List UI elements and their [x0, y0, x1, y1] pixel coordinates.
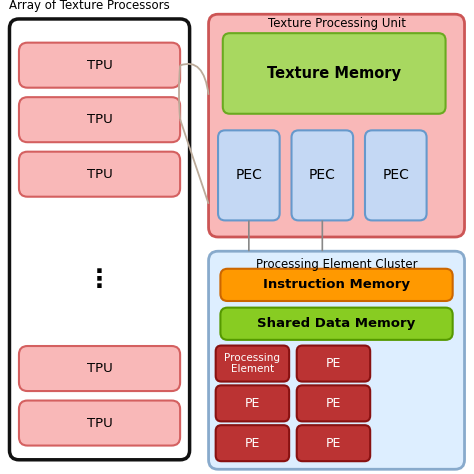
- FancyBboxPatch shape: [223, 33, 446, 114]
- FancyBboxPatch shape: [218, 130, 280, 220]
- Text: PEC: PEC: [236, 168, 262, 182]
- Text: PE: PE: [326, 437, 341, 450]
- Text: PEC: PEC: [383, 168, 409, 182]
- FancyBboxPatch shape: [365, 130, 427, 220]
- FancyBboxPatch shape: [297, 425, 370, 461]
- Text: Processing
Element: Processing Element: [224, 353, 281, 374]
- FancyBboxPatch shape: [209, 251, 465, 469]
- FancyBboxPatch shape: [297, 385, 370, 421]
- Text: Instruction Memory: Instruction Memory: [263, 278, 410, 292]
- Text: Texture Processing Unit: Texture Processing Unit: [267, 17, 406, 29]
- FancyBboxPatch shape: [216, 346, 289, 382]
- FancyBboxPatch shape: [220, 308, 453, 340]
- FancyBboxPatch shape: [292, 130, 353, 220]
- Text: TPU: TPU: [87, 362, 112, 375]
- FancyBboxPatch shape: [297, 346, 370, 382]
- Text: TPU: TPU: [87, 168, 112, 181]
- Text: PE: PE: [245, 397, 260, 410]
- FancyBboxPatch shape: [216, 385, 289, 421]
- Text: Array of Texture Processors: Array of Texture Processors: [9, 0, 170, 12]
- Text: PE: PE: [326, 357, 341, 370]
- FancyBboxPatch shape: [220, 269, 453, 301]
- FancyBboxPatch shape: [19, 97, 180, 142]
- FancyBboxPatch shape: [216, 425, 289, 461]
- FancyBboxPatch shape: [19, 401, 180, 446]
- FancyBboxPatch shape: [209, 14, 465, 237]
- Text: TPU: TPU: [87, 113, 112, 126]
- FancyBboxPatch shape: [19, 43, 180, 88]
- Text: TPU: TPU: [87, 417, 112, 429]
- Text: Processing Element Cluster: Processing Element Cluster: [256, 258, 417, 271]
- FancyBboxPatch shape: [19, 346, 180, 391]
- FancyBboxPatch shape: [19, 152, 180, 197]
- Text: PEC: PEC: [309, 168, 336, 182]
- FancyBboxPatch shape: [9, 19, 190, 460]
- Text: Shared Data Memory: Shared Data Memory: [257, 317, 416, 330]
- Text: PE: PE: [245, 437, 260, 450]
- Text: PE: PE: [326, 397, 341, 410]
- Text: ⋮: ⋮: [87, 268, 112, 292]
- Text: TPU: TPU: [87, 59, 112, 72]
- Text: Texture Memory: Texture Memory: [267, 66, 401, 81]
